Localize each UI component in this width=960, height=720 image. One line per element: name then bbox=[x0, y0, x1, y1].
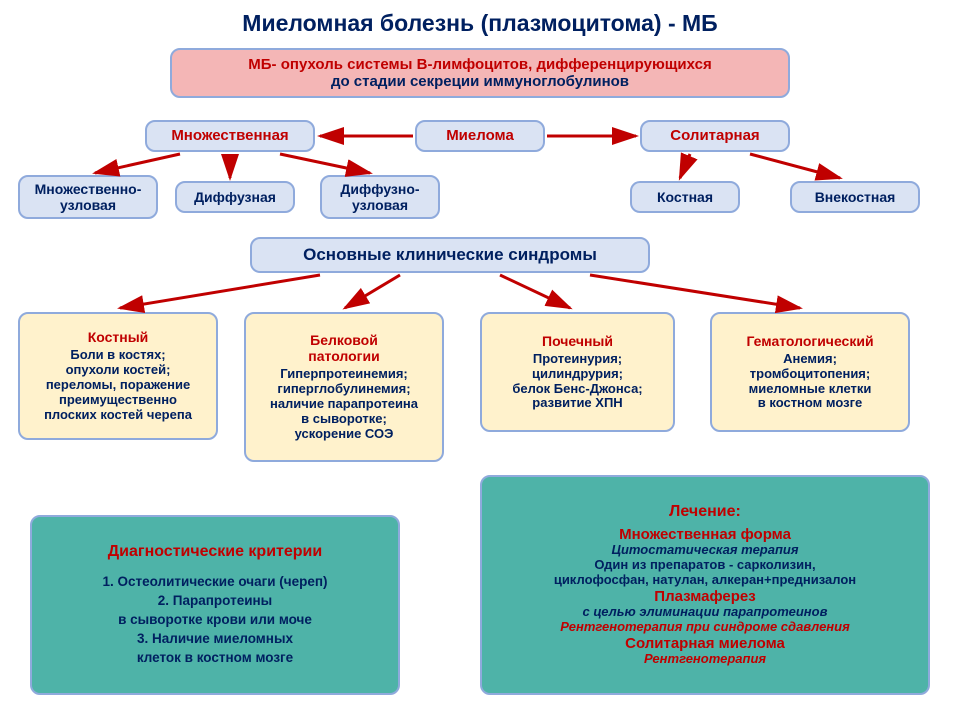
syndrome-kostnyi-body: Боли в костях; опухоли костей; переломы,… bbox=[44, 348, 192, 423]
box-diff-uzlovaya: Диффузно- узловая bbox=[320, 175, 440, 219]
treatment-line1: Цитостатическая терапия bbox=[611, 543, 798, 558]
definition-line2: до стадии секреции иммуноглобулинов bbox=[331, 73, 629, 90]
syndrome-pochechnyi: Почечный Протеинурия; цилиндрурия; белок… bbox=[480, 312, 675, 432]
syndrome-belkovoi-body: Гиперпротеинемия; гиперглобулинемия; нал… bbox=[270, 367, 418, 442]
diagnostics-title: Диагностические критерии bbox=[108, 543, 322, 561]
definition-box: МБ- опухоль системы В-лимфоцитов, диффер… bbox=[170, 48, 790, 98]
syndrome-gemat-body: Анемия; тромбоцитопения; миеломные клетк… bbox=[749, 352, 872, 412]
treatment-box: Лечение: Множественная форма Цитостатиче… bbox=[480, 475, 930, 695]
syndrome-kostnyi-title: Костный bbox=[88, 329, 149, 345]
treatment-line5: Рентгенотерапия при синдроме сдавления bbox=[560, 620, 850, 635]
syndrome-gemat-title: Гематологический bbox=[746, 333, 873, 349]
treatment-line3: Плазмаферез bbox=[654, 588, 755, 605]
page-title: Миеломная болезнь (плазмоцитома) - МБ bbox=[0, 0, 960, 43]
treatment-subtitle2: Солитарная миелома bbox=[625, 635, 785, 652]
definition-line1: МБ- опухоль системы В-лимфоцитов, диффер… bbox=[248, 56, 711, 73]
diagnostics-box: Диагностические критерии 1. Остеолитичес… bbox=[30, 515, 400, 695]
treatment-line4: с целью элиминации парапротеинов bbox=[583, 605, 828, 620]
syndrome-pochechnyi-title: Почечный bbox=[542, 333, 613, 349]
syndrome-gematologicheskii: Гематологический Анемия; тромбоцитопения… bbox=[710, 312, 910, 432]
syndrome-belkovoi-title: Белковой патологии bbox=[308, 332, 379, 364]
box-mnozh-uzlovaya: Множественно- узловая bbox=[18, 175, 158, 219]
syndrome-belkovoi: Белковой патологии Гиперпротеинемия; гип… bbox=[244, 312, 444, 462]
syndromes-header: Основные клинические синдромы bbox=[250, 237, 650, 273]
box-vnekostnaya: Внекостная bbox=[790, 181, 920, 213]
box-mieloma: Миелома bbox=[415, 120, 545, 152]
box-mnozhestvennaya: Множественная bbox=[145, 120, 315, 152]
treatment-title: Лечение: bbox=[669, 503, 741, 521]
box-kostnaya: Костная bbox=[630, 181, 740, 213]
diagnostics-body: 1. Остеолитические очаги (череп) 2. Пара… bbox=[103, 573, 328, 667]
box-diffuznaya: Диффузная bbox=[175, 181, 295, 213]
treatment-line6: Рентгенотерапия bbox=[644, 652, 766, 667]
treatment-subtitle1: Множественная форма bbox=[619, 526, 791, 543]
box-solitarnaya: Солитарная bbox=[640, 120, 790, 152]
syndrome-pochechnyi-body: Протеинурия; цилиндрурия; белок Бенс-Джо… bbox=[512, 352, 642, 412]
syndrome-kostnyi: Костный Боли в костях; опухоли костей; п… bbox=[18, 312, 218, 440]
treatment-line2: Один из препаратов - сарколизин, циклофо… bbox=[554, 558, 856, 588]
